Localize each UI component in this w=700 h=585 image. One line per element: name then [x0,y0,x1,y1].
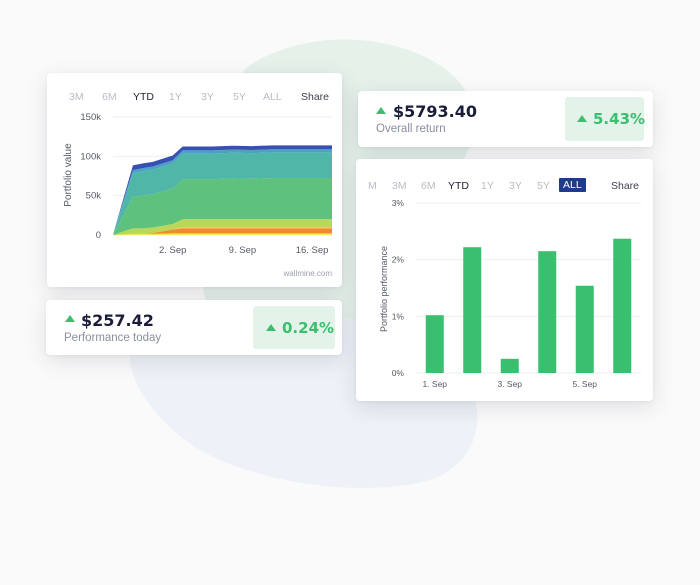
portfolio-range-tabs: 3M 6M YTD 1Y 3Y 5Y ALL [47,91,342,107]
performance-range-1y[interactable]: 1Y [481,180,494,192]
portfolio-performance-bar-1[interactable] [425,315,444,373]
up-arrow-icon [577,115,587,122]
portfolio-value-area-series-4 [113,219,332,235]
portfolio-range-1y[interactable]: 1Y [169,91,182,103]
portfolio-value-area-series-1 [113,233,332,235]
overall-return-change-value: 5.43% [593,110,646,128]
overall-return-change-badge: 5.43% [565,97,646,141]
portfolio-performance-y-tick-label: 1% [392,311,405,321]
performance-today-value: $257.42 [81,311,154,330]
portfolio-value-x-tick-label: 16. Sep [296,245,329,256]
performance-range-6m[interactable]: 6M [421,180,436,192]
portfolio-performance-y-tick-label: 2% [392,255,405,265]
wallmine-watermark: wallmine.com [283,269,333,278]
performance-range-5y[interactable]: 5Y [537,180,550,192]
portfolio-range-3y[interactable]: 3Y [201,91,214,103]
portfolio-performance-bar-2[interactable] [463,247,482,373]
up-arrow-icon [376,107,386,114]
portfolio-performance-y-axis-label: Portfolio performance [379,246,389,332]
portfolio-value-y-tick-label: 100k [80,151,101,162]
portfolio-performance-bar-4[interactable] [538,251,557,373]
portfolio-performance-x-tick-label: 5. Sep [572,379,597,389]
portfolio-value-area-series-5 [113,177,332,235]
portfolio-performance-bar-6[interactable] [613,238,632,373]
portfolio-share-button[interactable]: Share [301,91,330,103]
portfolio-value-area-series-3 [113,227,332,235]
portfolio-value-x-tick-label: 2. Sep [159,245,186,256]
performance-range-all[interactable]: ALL [559,178,586,192]
performance-range-m[interactable]: M [368,180,377,192]
performance-today-change-badge: 0.24% [253,306,335,349]
performance-range-ytd[interactable]: YTD [448,180,469,192]
portfolio-value-y-tick-label: 50k [86,191,102,202]
performance-share-button[interactable]: Share [611,180,640,192]
portfolio-performance-y-tick-label: 3% [392,198,405,208]
portfolio-range-ytd[interactable]: YTD [133,91,154,103]
portfolio-value-area-series-2 [113,228,332,235]
performance-range-3m[interactable]: 3M [392,180,407,192]
portfolio-value-y-tick-label: 150k [80,112,101,123]
portfolio-value-x-tick-label: 9. Sep [229,245,256,256]
portfolio-value-y-axis-label: Portfolio value [63,143,74,207]
portfolio-range-5y[interactable]: 5Y [233,91,246,103]
portfolio-value-card: 3M 6M YTD 1Y 3Y 5Y ALL Share 0 50k 100k 150… [47,73,342,287]
portfolio-performance-x-tick-label: 3. Sep [497,379,522,389]
performance-range-tabs: M 3M 6M YTD 1Y 3Y 5Y ALL [356,178,653,196]
portfolio-value-area-series-6 [113,152,332,235]
up-arrow-icon [266,324,276,331]
overall-return-card: $5793.40 Overall return 5.43% [358,91,653,147]
portfolio-performance-x-tick-label: 1. Sep [422,379,447,389]
portfolio-performance-chart: 0% 1% 2% 3% 1. Sep 3. Sep 5. Sep Portfolio pe… [379,198,641,389]
portfolio-performance-bar-5[interactable] [575,285,594,373]
performance-today-change-value: 0.24% [282,319,335,337]
portfolio-performance-bar-3[interactable] [500,358,519,373]
portfolio-range-all[interactable]: ALL [263,91,282,103]
portfolio-range-6m[interactable]: 6M [102,91,117,103]
portfolio-value-chart: 0 50k 100k 150k 2. Sep 9. Sep 16. Sep Portfol… [63,112,333,278]
portfolio-performance-y-tick-label: 0% [392,368,405,378]
overall-return-label: Overall return [376,123,446,135]
portfolio-value-y-tick-label: 0 [96,230,101,241]
portfolio-performance-card: M 3M 6M YTD 1Y 3Y 5Y ALL Share 0% 1% 2% 3% … [356,159,653,401]
up-arrow-icon [65,315,75,322]
overall-return-value: $5793.40 [393,102,478,121]
performance-today-label: Performance today [64,332,162,344]
performance-today-card: $257.42 Performance today 0.24% [46,300,342,355]
performance-range-3y[interactable]: 3Y [509,180,522,192]
portfolio-range-3m[interactable]: 3M [69,91,84,103]
